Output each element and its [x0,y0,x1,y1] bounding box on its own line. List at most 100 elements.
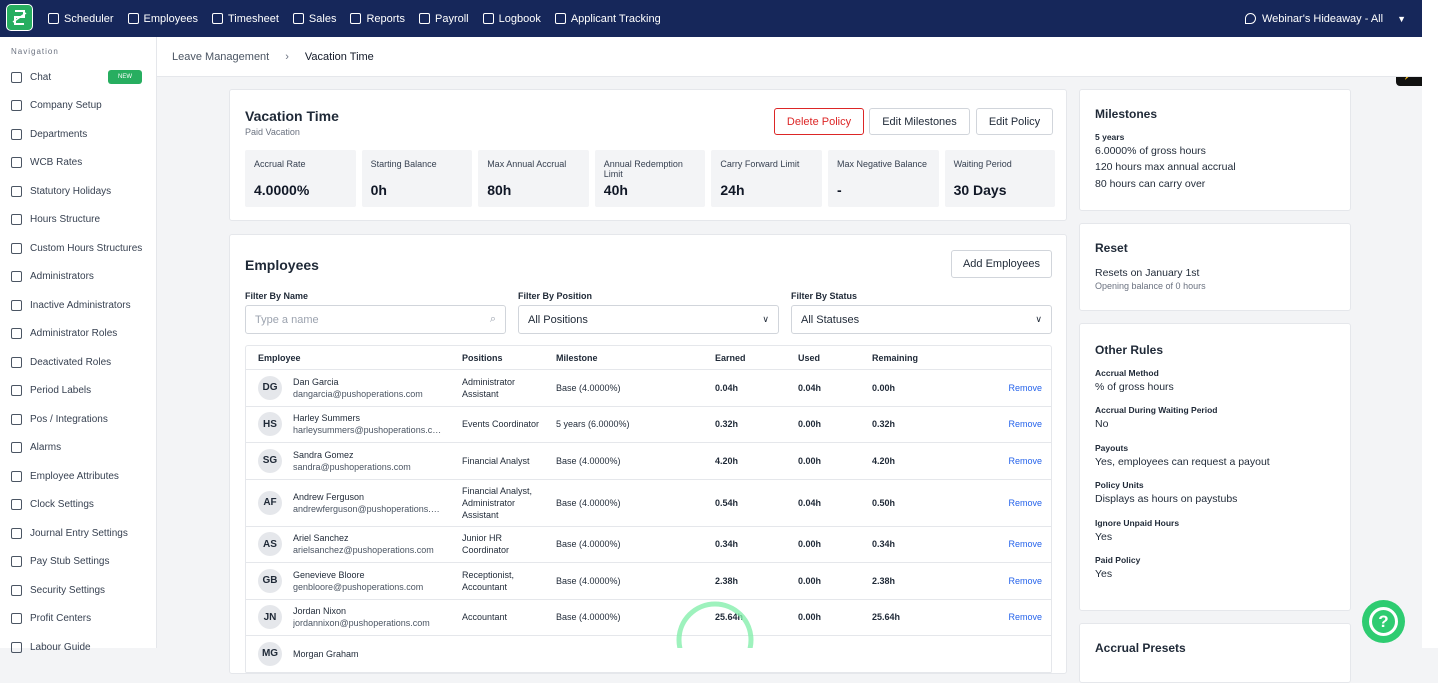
sidebar-icon [11,356,22,368]
employee-email: arielsanchez@pushoperations.com [293,545,434,556]
edit-milestones-button[interactable]: Edit Milestones [869,108,970,135]
sidebar-icon [11,214,22,226]
sidebar-item[interactable]: Pay Stub Settings [0,548,157,577]
earned: 0.32h [715,419,739,430]
remove-link[interactable]: Remove [1008,612,1042,623]
sidebar-item[interactable]: Administrators [0,263,157,292]
sidebar-item[interactable]: Administrator Roles [0,320,157,349]
sidebar-icon [11,385,22,397]
sidebar-item[interactable]: Pos / Integrations [0,405,157,434]
presets-card: Accrual Presets [1079,623,1351,683]
stat-value: 40h [603,182,628,198]
sidebar-label: Employee Attributes [30,470,119,482]
positions: Receptionist, Accountant [462,569,515,592]
employee-table: Employee Positions Milestone Earned Used Rema… [245,345,1052,674]
sidebar-item[interactable]: Security Settings [0,576,157,605]
sidebar-label: Profit Centers [30,613,92,625]
employee-name: Dan Garcia [293,376,339,387]
stat-box: Accrual Rate 4.0000% [245,150,356,207]
stat-label: Annual Redemption Limit [603,159,683,179]
milestone-heading: 5 years [1095,131,1125,142]
milestone: Base (4.0000%) [556,497,621,508]
nav-item[interactable]: Scheduler [48,13,114,25]
sidebar-label: Administrator Roles [30,328,118,340]
card-title: Reset [1095,241,1128,255]
remaining: 0.32h [872,419,896,430]
sidebar-item[interactable]: Inactive Administrators [0,291,157,320]
card-title: Other Rules [1095,343,1164,357]
stat-box: Waiting Period 30 Days [944,150,1056,207]
sidebar-item[interactable]: Statutory Holidays [0,177,157,206]
employee-name: Andrew Ferguson [293,491,365,502]
sidebar-item[interactable]: Labour Guide [0,633,157,662]
sidebar-item[interactable]: Chat NEW [0,63,157,92]
sidebar-item[interactable]: Clock Settings [0,491,157,520]
milestone: Base (4.0000%) [556,382,621,393]
logo[interactable] [6,4,33,31]
employee-cell: JN Jordan Nixon jordannixon@pushoperations… [258,605,462,630]
milestone-line: 120 hours max annual accrual [1095,161,1236,173]
nav-item[interactable]: Reports [350,13,405,25]
sidebar-item[interactable]: Hours Structure [0,206,157,235]
edit-policy-button[interactable]: Edit Policy [976,108,1053,135]
sidebar-icon [11,128,22,140]
remove-link[interactable]: Remove [1008,455,1042,466]
sidebar-label: Statutory Holidays [30,185,112,197]
remove-link[interactable]: Remove [1008,497,1042,508]
nav-item[interactable]: Payroll [418,13,469,25]
nav-item[interactable]: Timesheet [211,12,279,25]
position-select[interactable]: All Positions ∨ [518,305,779,334]
sidebar-item[interactable]: Profit Centers [0,605,157,634]
crumb-link[interactable]: Leave Management [172,50,270,63]
location-picker[interactable]: Webinar's Hideaway - All ▼ [1244,0,1406,37]
sidebar-icon [11,71,22,83]
positions: Administrator Assistant [462,376,516,399]
nav-icon [418,13,430,24]
nav-icon [350,13,362,24]
nav-label: Timesheet [227,12,279,25]
help-button[interactable]: ? [1362,600,1405,643]
status-select[interactable]: All Statuses ∨ [791,305,1052,334]
remaining: 0.00h [872,382,896,393]
sidebar-item[interactable]: WCB Rates [0,149,157,178]
sidebar-item[interactable]: Company Setup [0,92,157,121]
stat-box: Carry Forward Limit 24h [711,150,822,207]
scroll-strip [1422,0,1438,648]
sidebar-item[interactable]: Journal Entry Settings [0,519,157,548]
positions: Financial Analyst [462,455,530,466]
add-employees-button[interactable]: Add Employees [951,250,1052,278]
remove-link[interactable]: Remove [1008,575,1042,586]
nav-item[interactable]: Logbook [482,12,541,25]
sidebar-item[interactable]: Deactivated Roles [0,348,157,377]
sidebar-item[interactable]: Period Labels [0,377,157,406]
pin-icon [1244,13,1256,24]
nav-item[interactable]: Sales [292,13,336,25]
sidebar-item[interactable]: Departments [0,120,157,149]
new-badge: NEW [108,70,142,85]
remove-link[interactable]: Remove [1008,539,1042,550]
name-input[interactable]: Type a name ⌕ [245,305,506,334]
nav-label: Logbook [498,12,541,25]
sidebar-item[interactable]: Alarms [0,434,157,463]
nav-label: Scheduler [64,12,114,25]
nav-label: Applicant Tracking [570,12,661,25]
sidebar-label: Administrators [30,271,94,283]
sidebar-item[interactable]: Custom Hours Structures [0,234,157,263]
sidebar-item[interactable]: Employee Attributes [0,462,157,491]
employee-name: Harley Summers [293,413,361,424]
rule-value: No [1095,418,1109,430]
sidebar-icon [11,499,22,511]
sidebar-label: Deactivated Roles [30,356,112,368]
column-header: Earned [715,352,746,363]
table-row: DG Dan Garcia dangarcia@pushoperations.com… [246,370,1051,407]
nav-item[interactable]: Applicant Tracking [554,12,661,25]
stat-label: Starting Balance [370,159,437,169]
remove-link[interactable]: Remove [1008,382,1042,393]
nav-item[interactable]: Employees [127,13,198,25]
earned: 0.34h [715,539,739,550]
sidebar-icon [11,413,22,425]
delete-button[interactable]: Delete Policy [774,108,864,135]
sidebar-icon [11,242,22,254]
filter-label: Filter By Name [245,291,309,301]
remove-link[interactable]: Remove [1008,419,1042,430]
